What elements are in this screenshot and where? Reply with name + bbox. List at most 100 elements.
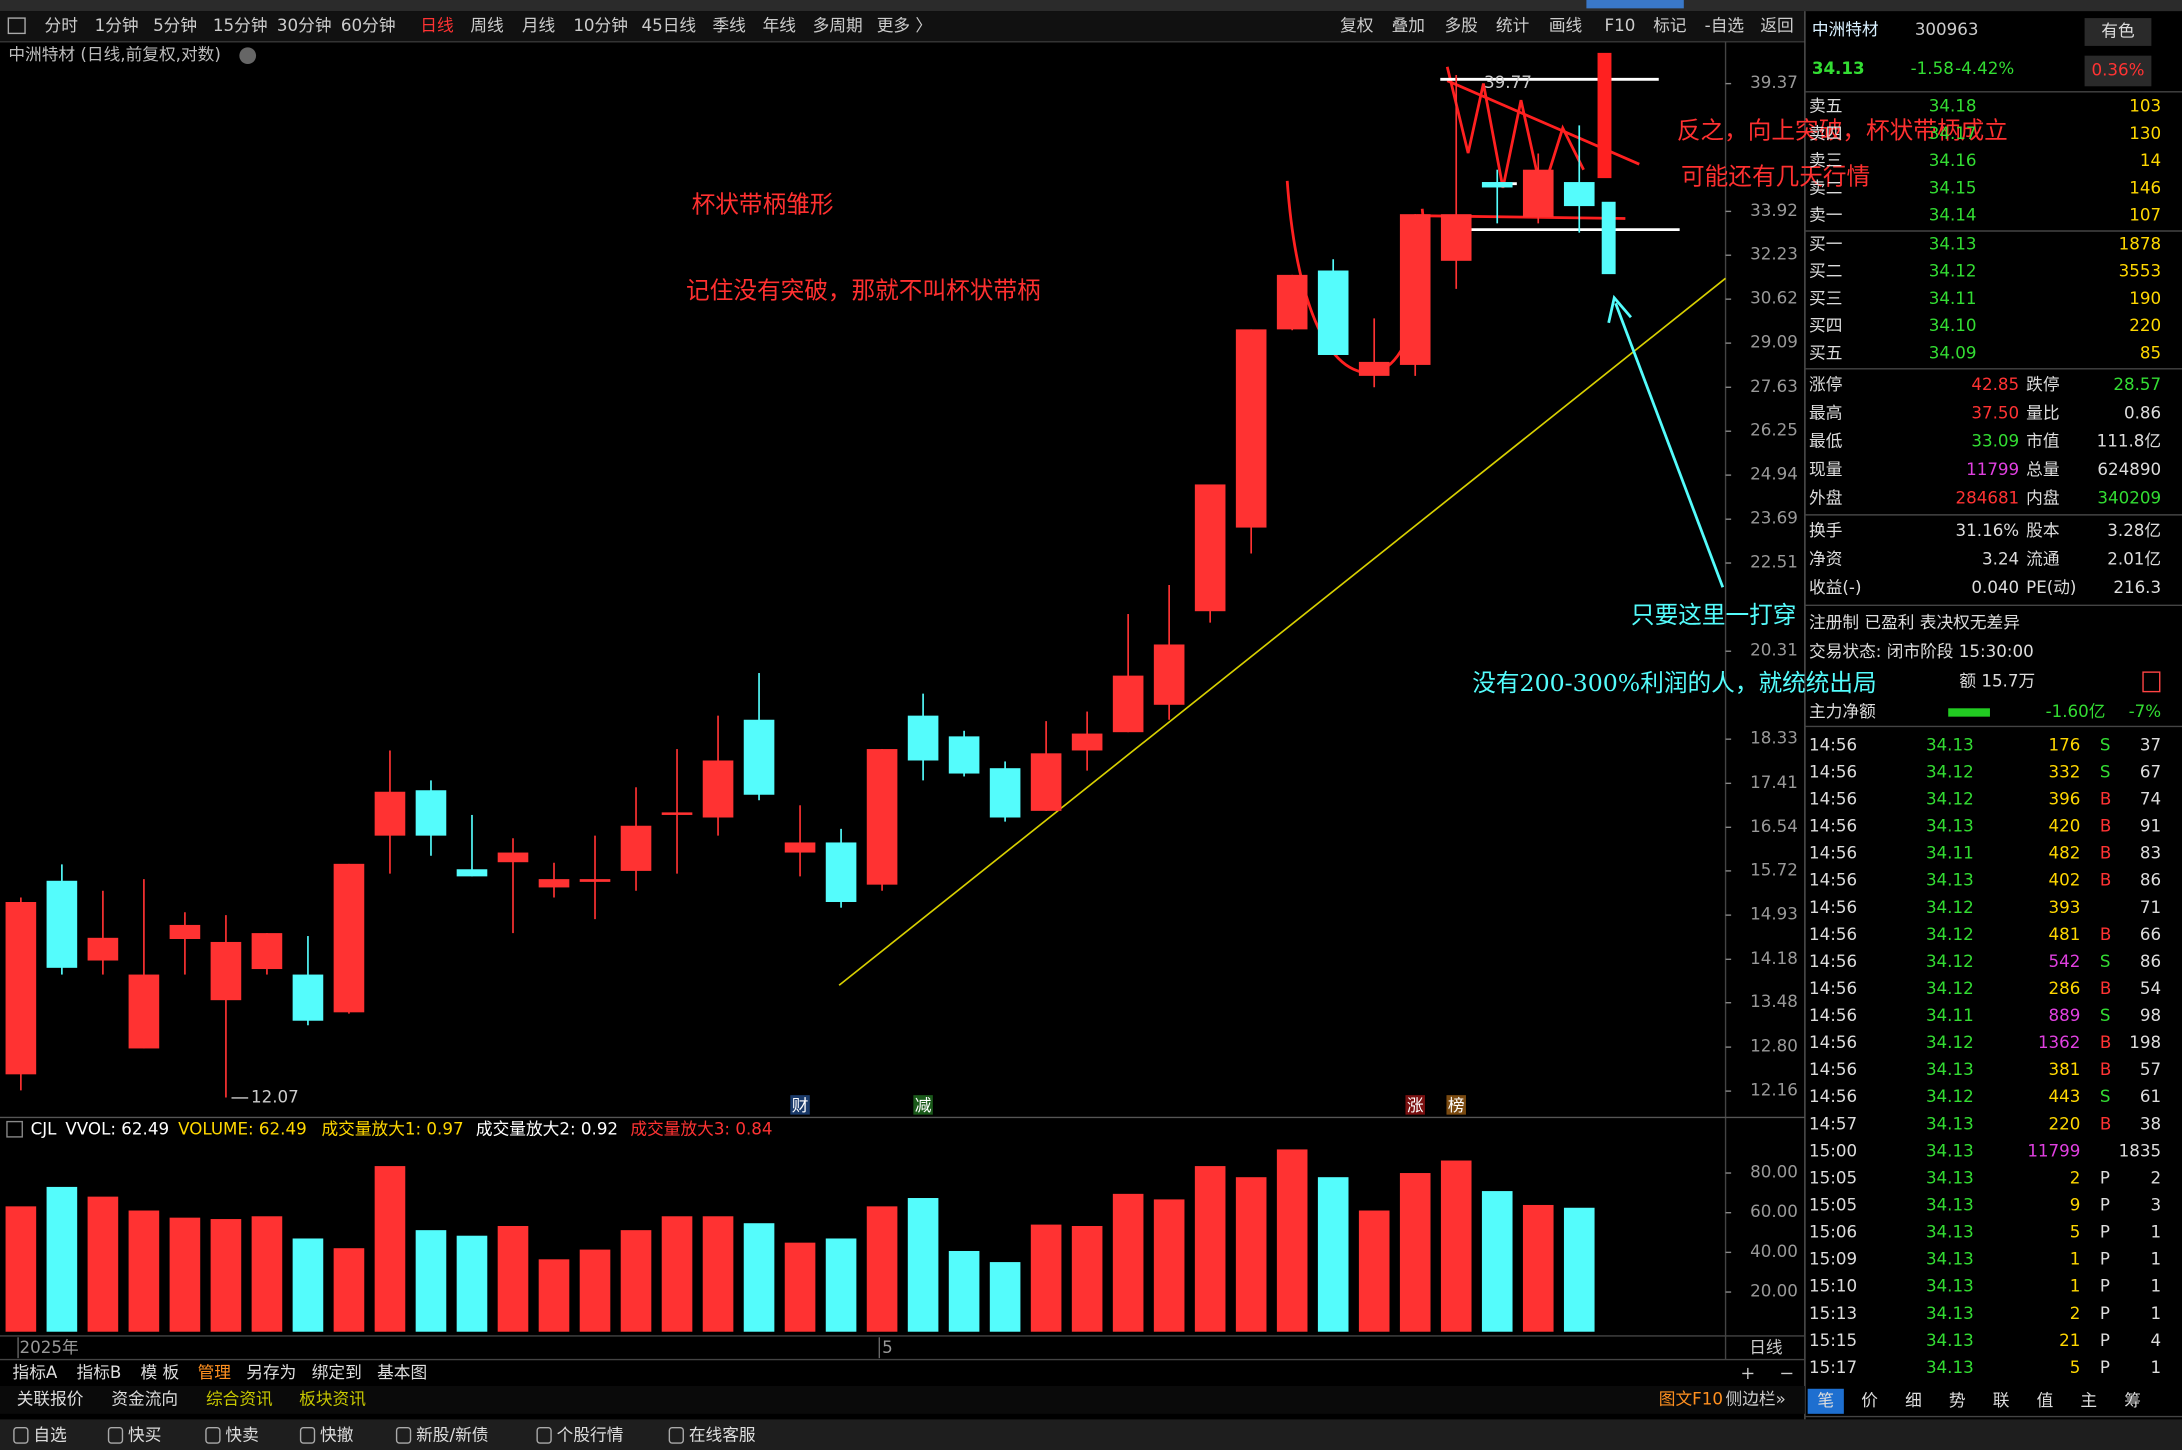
trade-price: 34.12 xyxy=(1926,1033,1974,1052)
tab: 绑定到 xyxy=(312,1363,362,1382)
toolbar-item: 分时 xyxy=(45,16,79,35)
event-icon-bg xyxy=(1446,1095,1466,1115)
annotation: 杯状带柄雏形 xyxy=(692,190,834,218)
book-label: 买五 xyxy=(1809,344,1842,363)
tab: 另存为 xyxy=(246,1363,296,1382)
trade-price: 34.11 xyxy=(1926,844,1974,863)
volume-bar xyxy=(907,1198,939,1332)
volume-bar xyxy=(866,1206,898,1332)
trade-side: P xyxy=(2100,1195,2110,1214)
x-tick-label: 5 xyxy=(882,1338,893,1357)
y-tick-label: 17.41 xyxy=(1750,773,1798,792)
trade-volume: 482 xyxy=(2049,844,2081,863)
toolbar-item: 45日线 xyxy=(642,16,697,35)
book-label: 卖一 xyxy=(1809,206,1843,225)
toolbar-item: 日线 xyxy=(420,16,454,35)
legend-item: CJL xyxy=(31,1119,58,1138)
y-tick-label: 14.18 xyxy=(1750,949,1798,968)
trade-price: 34.13 xyxy=(1926,1168,1974,1187)
volume-bar xyxy=(661,1216,693,1332)
y-tick-label: 20.31 xyxy=(1750,641,1798,660)
book-label: 卖五 xyxy=(1809,97,1842,116)
trade-time: 14:56 xyxy=(1809,1006,1857,1025)
trade-side: B xyxy=(2100,1033,2111,1052)
trade-state: 交易状态: 闭市阶段 15:30:00 xyxy=(1809,642,2034,661)
annotation-drawings xyxy=(838,52,1727,986)
stat-value: 3.24 xyxy=(1982,549,2019,568)
book-volume: 220 xyxy=(2129,316,2161,335)
legend-item: 成交量放大1: 0.97 xyxy=(321,1119,463,1138)
footer-icon xyxy=(668,1427,684,1444)
book-price: 34.09 xyxy=(1929,344,1977,363)
toolbar-item: 60分钟 xyxy=(341,16,396,35)
book-volume: 107 xyxy=(2129,206,2161,225)
trade-price: 34.13 xyxy=(1926,1331,1974,1350)
toolbar-item: 叠加 xyxy=(1392,16,1425,35)
trade-time: 14:56 xyxy=(1809,871,1857,890)
candle-body xyxy=(46,880,78,968)
trade-price: 34.13 xyxy=(1926,1141,1974,1160)
breakdown-box xyxy=(1601,201,1616,275)
trade-count: 1835 xyxy=(2119,1141,2161,1160)
toolbar-item: F10 xyxy=(1604,16,1635,35)
trade-side: P xyxy=(2100,1250,2110,1269)
candle-body xyxy=(210,941,242,1001)
volume-bar xyxy=(1235,1177,1267,1332)
trade-price: 34.12 xyxy=(1926,952,1974,971)
trade-count: 38 xyxy=(2140,1114,2161,1133)
book-price: 34.14 xyxy=(1929,206,1977,225)
book-volume: 85 xyxy=(2140,344,2161,363)
trade-time: 14:56 xyxy=(1809,898,1857,917)
candle-body xyxy=(374,791,406,836)
trade-side: S xyxy=(2100,1087,2111,1106)
volume-bar xyxy=(948,1250,980,1332)
volume-bar xyxy=(1440,1160,1472,1332)
volume-bar xyxy=(1194,1166,1226,1332)
panel-tab: 价 xyxy=(1861,1391,1878,1410)
stat-value: 3.28亿 xyxy=(2107,521,2161,540)
y-tick-label: 26.25 xyxy=(1750,421,1798,440)
trade-count: 83 xyxy=(2140,844,2161,863)
trade-volume: 1 xyxy=(2070,1250,2081,1269)
trade-time: 14:56 xyxy=(1809,817,1857,836)
volume-bar xyxy=(1071,1225,1103,1332)
trade-price: 34.12 xyxy=(1926,790,1974,809)
y-tick-label: 33.92 xyxy=(1750,201,1798,220)
stat-value: 0.040 xyxy=(1971,578,2019,597)
footer-button: 快卖 xyxy=(225,1426,258,1445)
trade-count: 66 xyxy=(2140,925,2161,944)
trade-side: B xyxy=(2100,925,2111,944)
candle-body xyxy=(1440,214,1472,261)
event-icon-bg xyxy=(1405,1095,1425,1115)
footer-icon xyxy=(107,1427,124,1444)
trade-time: 14:56 xyxy=(1809,844,1857,863)
trade-side: B xyxy=(2100,790,2111,809)
book-volume: 14 xyxy=(2140,151,2161,170)
book-label: 卖二 xyxy=(1809,178,1842,197)
y-tick-label: 32.23 xyxy=(1750,245,1798,264)
trade-time: 15:17 xyxy=(1809,1358,1857,1377)
trade-count: 86 xyxy=(2140,952,2161,971)
candle-body xyxy=(169,924,201,939)
y-tick-label: 30.62 xyxy=(1750,289,1798,308)
volume-bar xyxy=(456,1235,488,1332)
candle-body xyxy=(1112,675,1144,733)
candle-body xyxy=(579,879,611,882)
book-volume: 103 xyxy=(2129,97,2161,116)
toolbar-item: 多股 xyxy=(1444,16,1478,35)
trade-volume: 1 xyxy=(2070,1277,2081,1296)
volume-bar xyxy=(1563,1207,1595,1332)
trade-count: 57 xyxy=(2140,1060,2161,1079)
window-tab xyxy=(1586,0,1684,9)
stat-value: 42.85 xyxy=(1971,375,2019,394)
trade-volume: 393 xyxy=(2049,898,2081,917)
amount: 额 15.7万 xyxy=(1959,671,2035,690)
candle-body xyxy=(825,842,857,903)
candle-body xyxy=(1194,484,1226,612)
stat-value: 31.16% xyxy=(1956,521,2020,540)
candle-body xyxy=(1030,753,1062,811)
y-tick-label: 60.00 xyxy=(1750,1202,1798,1221)
tab: 关联报价 xyxy=(17,1389,84,1408)
price: 34.13 xyxy=(1812,59,1865,78)
